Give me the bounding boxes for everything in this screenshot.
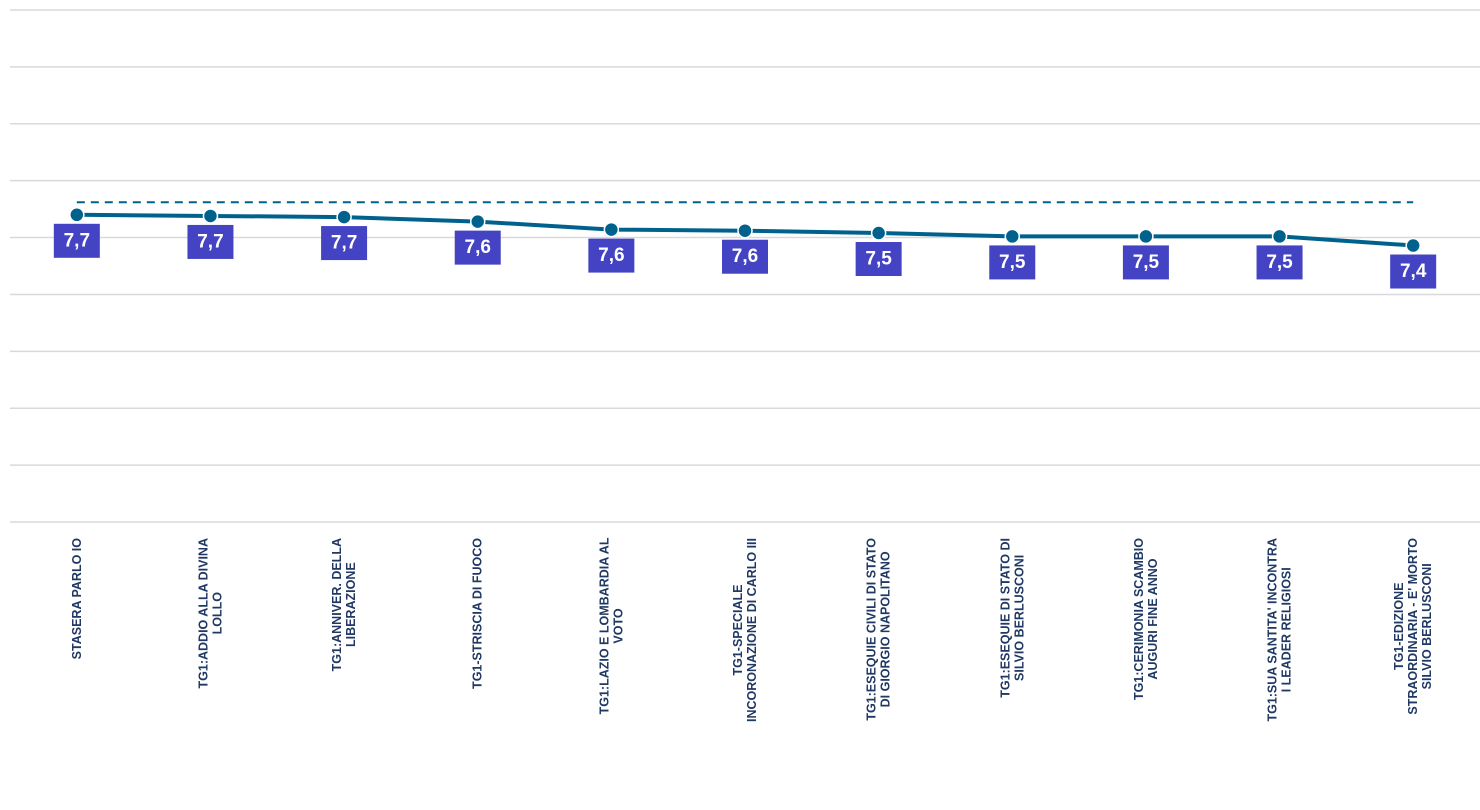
value-label-box: [855, 242, 902, 277]
marker: [1271, 228, 1288, 245]
marker: [69, 207, 85, 223]
value-label: 7,5: [865, 249, 892, 270]
marker: [202, 208, 219, 224]
x-tick-label: TG1-SPECIALEINCORONAZIONE DI CARLO III: [731, 538, 759, 722]
value-label-box: [321, 226, 368, 261]
x-tick-label: TG1:ESEQUIE CIVILI DI STATODI GIORGIO NA…: [865, 538, 893, 721]
marker: [1138, 228, 1154, 245]
value-label: 7,5: [1133, 252, 1160, 273]
value-label: 7,5: [1266, 252, 1293, 273]
value-label: 7,7: [331, 233, 357, 254]
value-label-box: [1256, 245, 1303, 280]
x-tick-label: TG1:ESEQUIE DI STATO DISILVIO BERLUSCONI: [998, 538, 1026, 698]
value-label: 7,6: [598, 245, 624, 266]
marker: [737, 222, 753, 239]
marker: [469, 213, 486, 230]
marker: [1004, 228, 1021, 245]
marker: [1405, 237, 1421, 254]
value-label: 7,5: [999, 252, 1026, 273]
marker: [336, 209, 352, 225]
x-tick-label: TG1:ANNIVER. DELLALIBERAZIONE: [330, 538, 358, 671]
value-label-box: [454, 230, 501, 265]
value-label-box: [1390, 254, 1437, 289]
value-label: 7,7: [197, 231, 223, 252]
value-label: 7,4: [1400, 261, 1427, 282]
value-label-box: [588, 238, 635, 273]
marker: [603, 221, 620, 238]
x-tick-label: TG1:SUA SANTITA' INCONTRAI LEADER RELIGI…: [1266, 538, 1294, 722]
value-label-box: [1122, 245, 1169, 280]
value-label: 7,6: [465, 237, 491, 258]
x-tick-label: TG1:LAZIO E LOMBARDIA ALVOTO: [597, 537, 625, 714]
x-tick-label: TG1:ADDIO ALLA DIVINALOLLO: [196, 538, 224, 688]
marker: [870, 225, 887, 241]
x-tick-label: TG1-STRISCIA DI FUOCO: [471, 538, 485, 689]
value-label-box: [722, 239, 768, 274]
value-label-box: [989, 245, 1036, 280]
x-tick-label: STASERA PARLO IO: [70, 538, 84, 660]
value-label-box: [53, 223, 100, 258]
x-tick-label: TG1-EDIZIONESTRAORDINARIA - E' MORTOSILV…: [1392, 538, 1434, 715]
value-label: 7,7: [64, 230, 90, 251]
value-label: 7,6: [732, 246, 758, 267]
value-label-box: [187, 224, 234, 259]
x-tick-label: TG1:CERIMONIA SCAMBIOAUGURI FINE ANNO: [1132, 538, 1160, 700]
